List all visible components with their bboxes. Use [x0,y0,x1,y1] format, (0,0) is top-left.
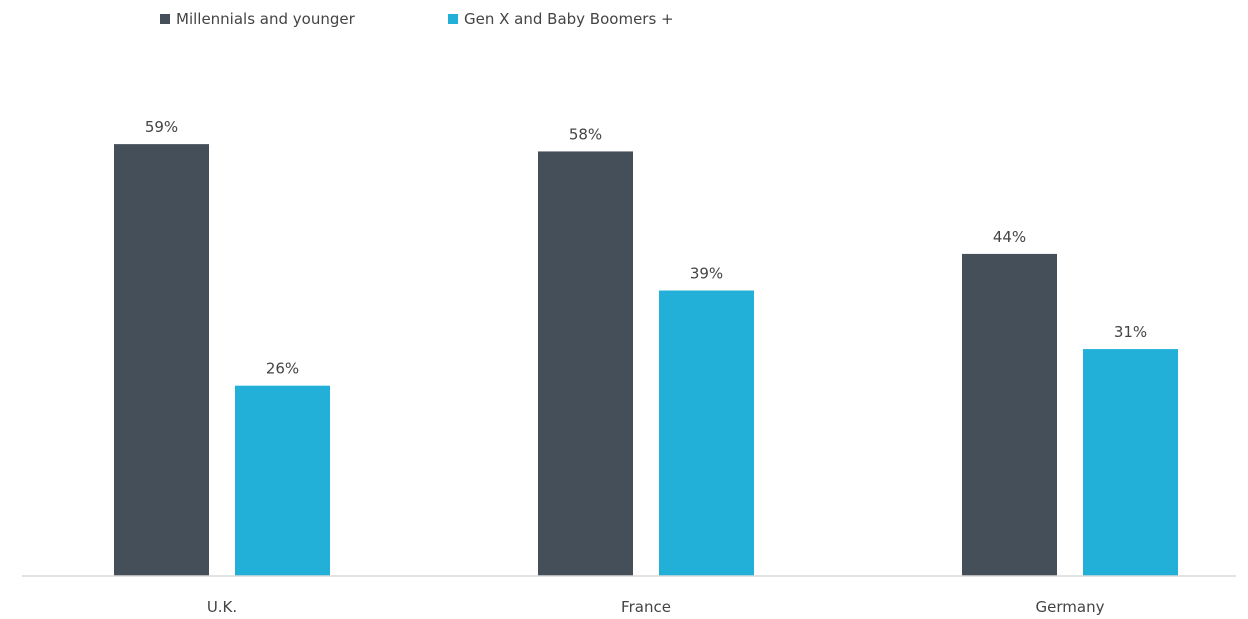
value-label-france-series-1: 58% [569,125,602,143]
bar-germany-series-1 [962,253,1057,577]
x-tick-label-france: France [621,598,671,616]
x-tick-label-germany: Germany [1036,598,1105,616]
bar-uk-series-2 [235,385,330,576]
value-label-germany-series-2: 31% [1114,323,1147,341]
legend-label-1: Millennials and younger [176,10,356,28]
value-label-france-series-2: 39% [690,265,723,283]
value-label-uk-series-2: 26% [266,360,299,378]
legend-swatch-2 [448,14,458,24]
bar-france-series-2 [659,290,754,576]
legend: Millennials and younger Gen X and Baby Bo… [160,10,674,28]
x-tick-labels-group: U.K. France Germany [207,598,1105,616]
bar-germany-series-2 [1083,349,1178,576]
bar-uk-series-1 [114,144,209,576]
value-label-uk-series-1: 59% [145,118,178,136]
bar-france-series-1 [538,151,633,576]
bars-group [114,144,1178,577]
value-label-germany-series-1: 44% [993,228,1026,246]
x-tick-label-uk: U.K. [207,598,237,616]
legend-swatch-1 [160,14,170,24]
value-labels-group: 59% 26% 58% 39% 44% 31% [145,118,1147,378]
legend-label-2: Gen X and Baby Boomers + [464,10,674,28]
